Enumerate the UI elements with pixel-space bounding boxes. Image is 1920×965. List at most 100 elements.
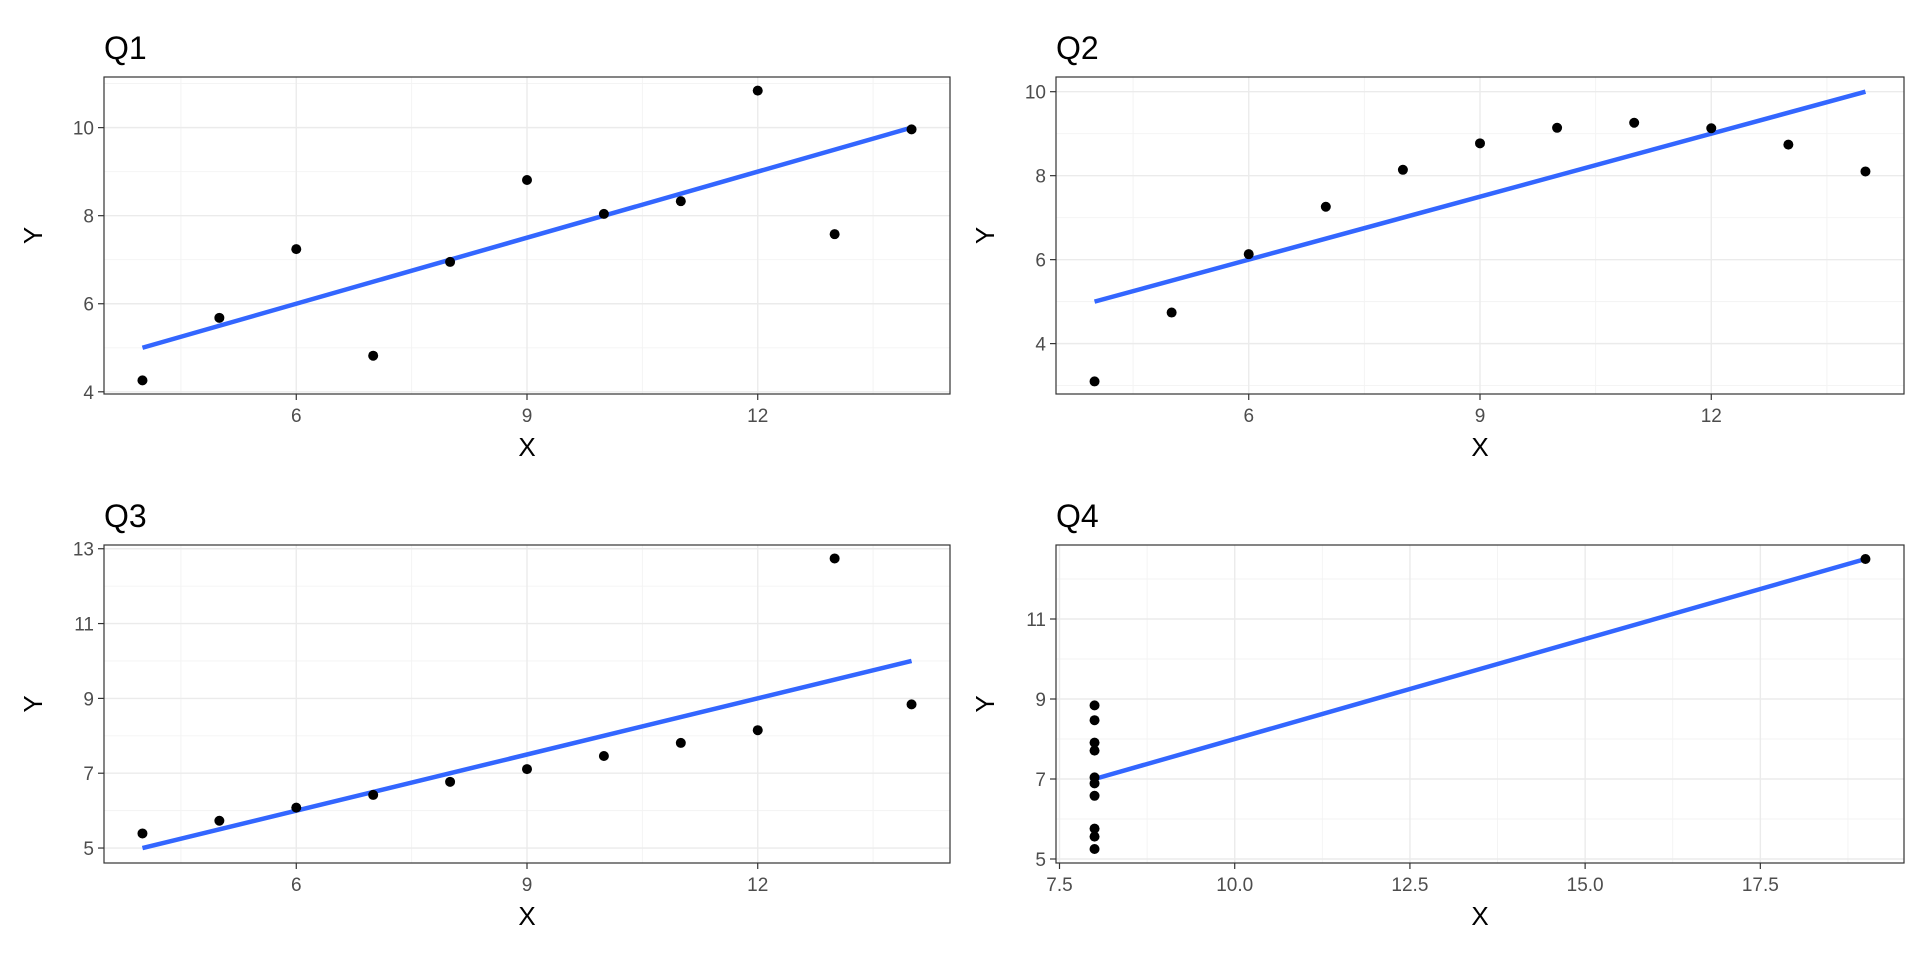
data-point — [598, 208, 609, 219]
panel-border — [1055, 76, 1905, 395]
x-tick-label: 12 — [1701, 406, 1722, 427]
fit-line — [1093, 556, 1867, 782]
data-point — [368, 789, 379, 800]
y-tick-label: 11 — [74, 615, 94, 636]
x-axis-title: X — [518, 432, 535, 462]
y-tick-label: 8 — [83, 207, 94, 228]
y-tick-label: 6 — [83, 295, 94, 316]
fit-line — [141, 125, 913, 350]
y-tick-label: 6 — [1035, 251, 1046, 272]
data-point — [1089, 376, 1100, 387]
panel-4: 7.5 10.0 12.5 15.0 17.5 5 7 9 11 Q4 X Y — [970, 498, 1905, 931]
panel-border — [1055, 544, 1905, 864]
data-point — [1320, 201, 1331, 212]
data-point — [752, 85, 763, 96]
data-point — [214, 312, 225, 323]
y-tick-label: 13 — [73, 540, 94, 561]
x-tick-label: 10.0 — [1216, 875, 1253, 896]
data-point — [1397, 164, 1408, 175]
data-point — [1089, 831, 1100, 842]
x-tick-label: 6 — [291, 406, 302, 427]
panel-border — [103, 544, 951, 864]
x-tick-label: 7.5 — [1046, 875, 1072, 896]
data-point — [368, 350, 379, 361]
x-tick-label: 9 — [522, 406, 533, 427]
data-point — [1089, 790, 1100, 801]
y-axis-title: Y — [970, 695, 1000, 712]
panel-title: Q4 — [1056, 498, 1099, 534]
data-point — [137, 828, 148, 839]
data-point — [906, 124, 917, 135]
data-point — [1552, 122, 1563, 133]
fit-line — [141, 658, 913, 851]
data-point — [445, 256, 456, 267]
x-tick-label: 6 — [291, 875, 302, 896]
y-tick-label: 9 — [1035, 690, 1046, 711]
data-point — [906, 699, 917, 710]
y-tick-label: 7 — [1035, 770, 1046, 791]
data-point — [214, 815, 225, 826]
data-point — [1243, 249, 1254, 260]
data-point — [598, 751, 609, 762]
data-point — [445, 776, 456, 787]
data-point — [1089, 778, 1100, 789]
data-point — [1089, 823, 1100, 834]
data-point — [1475, 138, 1485, 149]
data-point — [1089, 745, 1100, 756]
x-tick-label: 17.5 — [1742, 875, 1779, 896]
data-point — [675, 196, 686, 207]
panel-title: Q1 — [104, 30, 147, 66]
y-tick-label: 11 — [1026, 610, 1046, 631]
data-point — [1089, 715, 1100, 726]
fit-line — [1093, 89, 1867, 304]
y-tick-label: 7 — [83, 764, 94, 785]
y-tick-label: 10 — [1025, 83, 1046, 104]
x-axis-title: X — [1471, 901, 1488, 931]
x-tick-label: 9 — [1475, 406, 1486, 427]
data-point — [829, 229, 840, 240]
data-point — [752, 725, 763, 736]
data-point — [291, 244, 302, 255]
y-axis-title: Y — [18, 695, 48, 712]
panel-title: Q2 — [1056, 30, 1099, 66]
x-tick-label: 6 — [1243, 406, 1254, 427]
data-point — [1783, 139, 1794, 150]
y-tick-label: 4 — [83, 383, 94, 404]
x-tick-label: 12 — [747, 875, 768, 896]
data-point — [675, 737, 686, 748]
y-tick-label: 9 — [83, 689, 94, 710]
y-tick-label: 10 — [73, 119, 94, 140]
x-tick-label: 12 — [747, 406, 768, 427]
data-point — [522, 175, 532, 186]
y-tick-label: 8 — [1035, 167, 1046, 188]
panel-3: 6 9 12 5 7 9 11 13 Q3 X Y — [18, 498, 951, 931]
y-tick-label: 4 — [1035, 335, 1046, 356]
x-tick-label: 12.5 — [1391, 875, 1428, 896]
panel-2: 6 9 12 4 6 8 10 Q2 X Y — [970, 30, 1905, 462]
x-tick-label: 9 — [522, 875, 533, 896]
data-point — [137, 375, 148, 386]
data-point — [1089, 844, 1100, 854]
data-point — [1706, 123, 1717, 134]
y-tick-label: 5 — [1035, 850, 1046, 871]
x-axis-title: X — [1471, 432, 1488, 462]
data-point — [1860, 166, 1871, 177]
x-tick-label: 15.0 — [1567, 875, 1604, 896]
y-axis-title: Y — [970, 227, 1000, 244]
data-point — [522, 764, 532, 775]
panel-border — [103, 76, 951, 395]
x-axis-title: X — [518, 901, 535, 931]
data-point — [1166, 307, 1177, 318]
data-point — [1089, 700, 1100, 711]
y-tick-label: 5 — [83, 839, 94, 860]
y-axis-title: Y — [18, 227, 48, 244]
data-point — [291, 802, 302, 813]
data-point — [829, 553, 840, 564]
panel-1: 6 9 12 4 6 8 10 Q1 X Y — [18, 30, 951, 462]
data-point — [1089, 737, 1100, 748]
data-point — [1629, 117, 1640, 128]
data-point — [1860, 554, 1871, 564]
panel-title: Q3 — [104, 498, 147, 534]
